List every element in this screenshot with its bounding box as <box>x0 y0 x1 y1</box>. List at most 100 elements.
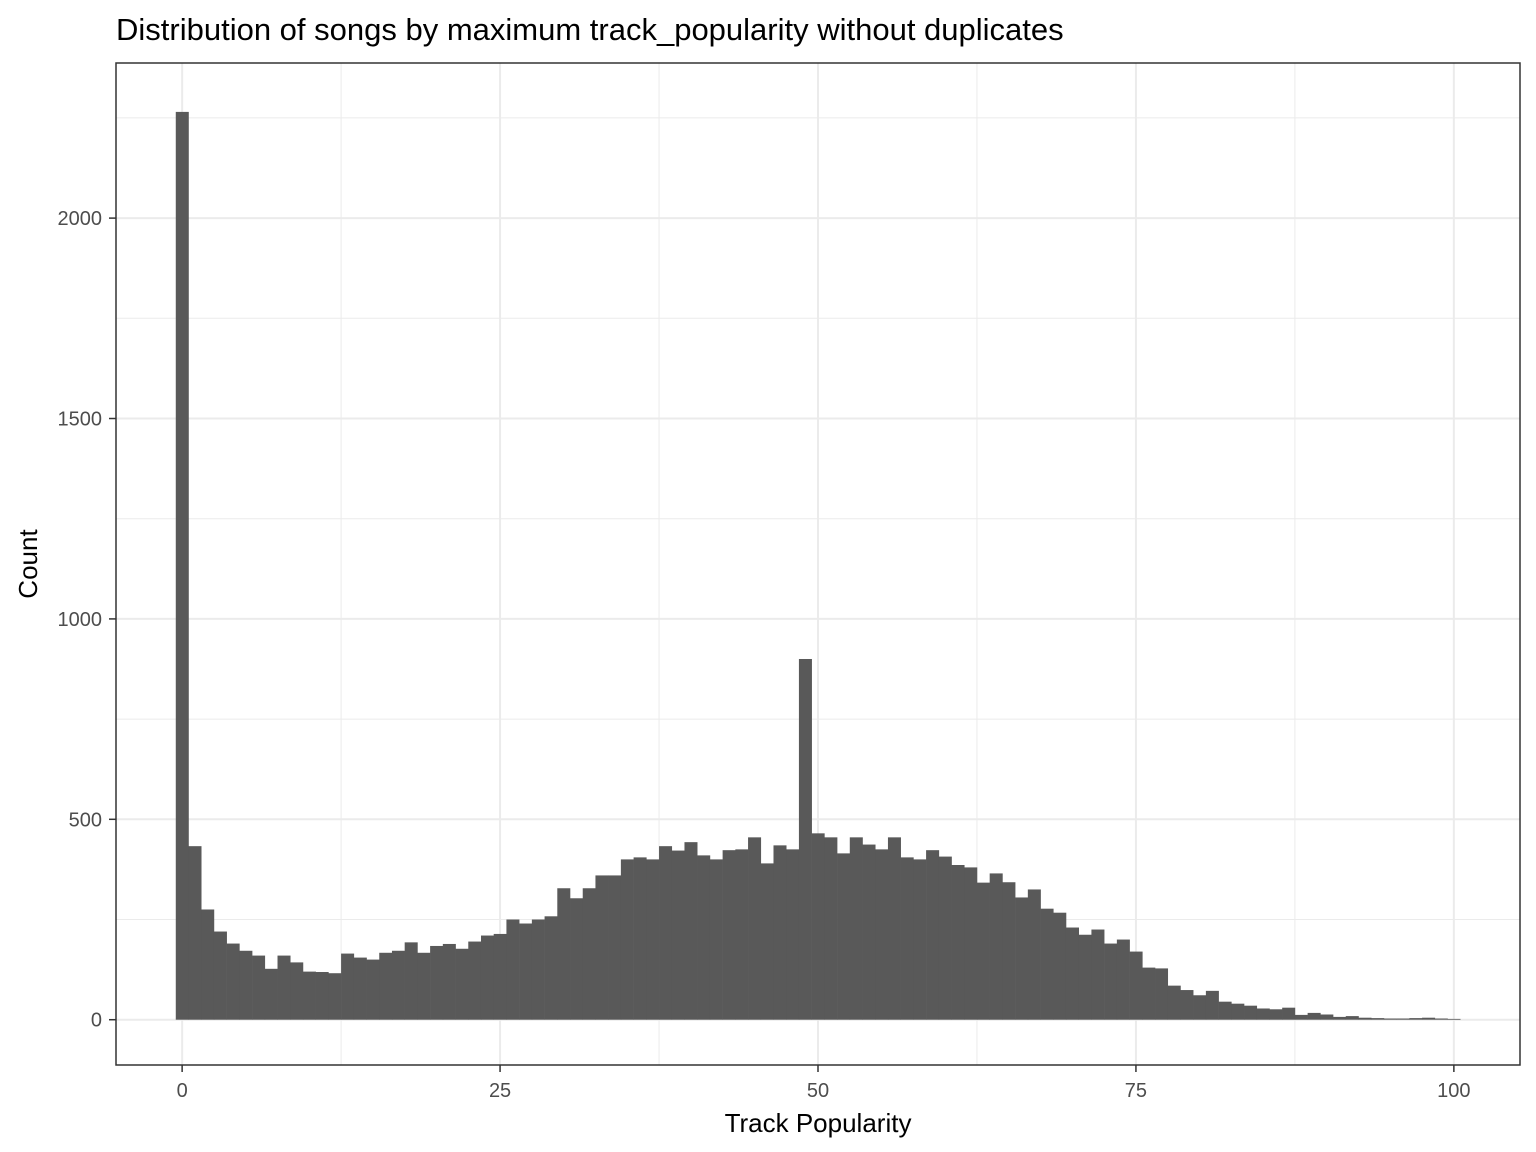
histogram-bar <box>1078 934 1092 1020</box>
histogram-bar <box>849 837 863 1020</box>
histogram-bar <box>175 111 189 1020</box>
histogram-bar <box>1383 1018 1397 1020</box>
histogram-bar <box>264 968 278 1020</box>
histogram-bar <box>1180 990 1194 1020</box>
histogram-bar <box>1256 1008 1270 1020</box>
histogram-bar <box>1447 1018 1461 1020</box>
histogram-bar <box>976 882 990 1020</box>
histogram-bar <box>1409 1018 1423 1020</box>
histogram-bar <box>493 933 507 1020</box>
histogram-bar <box>811 833 825 1020</box>
histogram-bar <box>722 850 736 1020</box>
histogram-bar <box>1091 929 1105 1020</box>
histogram-bar <box>417 952 431 1020</box>
histogram-bar <box>379 952 393 1020</box>
histogram-bar <box>671 850 685 1020</box>
histogram-bar <box>1002 882 1016 1020</box>
histogram-bar <box>188 846 202 1020</box>
histogram-bar <box>391 950 405 1020</box>
x-axis-title: Track Popularity <box>725 1108 912 1138</box>
histogram-bar <box>455 948 469 1020</box>
histogram-bar <box>760 863 774 1020</box>
y-tick-label: 1000 <box>58 609 103 631</box>
histogram-bar <box>366 959 380 1020</box>
histogram-bar <box>468 941 482 1020</box>
histogram-bar <box>531 919 545 1020</box>
x-tick-label: 50 <box>807 1080 829 1102</box>
histogram-bar <box>353 957 367 1020</box>
histogram-bar <box>709 859 723 1020</box>
histogram-bar <box>315 972 329 1020</box>
histogram-bar <box>913 859 927 1020</box>
histogram-bar <box>506 919 520 1020</box>
histogram-bar <box>887 837 901 1020</box>
histogram-bar <box>1396 1018 1410 1020</box>
histogram-bar <box>798 658 812 1020</box>
histogram-bar <box>252 955 266 1020</box>
histogram-bar <box>875 849 889 1020</box>
histogram-bar <box>1434 1018 1448 1020</box>
histogram-bar <box>1269 1009 1283 1020</box>
histogram-bar <box>938 856 952 1020</box>
chart-title: Distribution of songs by maximum track_p… <box>116 12 1064 47</box>
x-tick-label: 0 <box>177 1080 188 1102</box>
histogram-bar <box>1205 990 1219 1020</box>
histogram-bar <box>964 867 978 1020</box>
histogram-bar <box>1167 985 1181 1020</box>
histogram-bar <box>226 943 240 1020</box>
histogram-bar <box>1345 1016 1359 1020</box>
histogram-bar <box>1320 1014 1334 1020</box>
histogram-bar <box>786 849 800 1020</box>
histogram-bar <box>430 945 444 1020</box>
histogram-bar <box>1015 897 1029 1020</box>
histogram-bar <box>697 855 711 1020</box>
histogram-bar <box>620 859 634 1020</box>
histogram-bar <box>951 865 965 1020</box>
histogram-bar <box>570 898 584 1020</box>
histogram-bar <box>1422 1017 1436 1020</box>
histogram-bar <box>1142 967 1156 1020</box>
histogram-bar <box>1307 1012 1321 1020</box>
histogram-bar <box>1027 889 1041 1020</box>
histogram-bar <box>900 857 914 1020</box>
histogram-bar <box>442 943 456 1020</box>
y-axis: 0 500 1000 1500 2000 <box>58 208 116 1032</box>
histogram-bar <box>341 953 355 1020</box>
histogram-bar <box>646 859 660 1020</box>
histogram-bar <box>290 962 304 1020</box>
x-tick-label: 25 <box>489 1080 511 1102</box>
y-tick-label: 0 <box>91 1010 102 1032</box>
y-tick-label: 1500 <box>58 409 103 431</box>
histogram-bar <box>1104 943 1118 1020</box>
histogram-bar <box>748 837 762 1020</box>
histogram-bar <box>837 853 851 1020</box>
histogram-bar <box>480 935 495 1020</box>
histogram-bar <box>1116 939 1130 1020</box>
histogram-bar <box>633 857 647 1020</box>
histogram-bar <box>1244 1005 1258 1020</box>
histogram-bar <box>544 916 558 1020</box>
histogram-bar <box>1358 1017 1372 1020</box>
histogram-bar <box>989 873 1003 1020</box>
histogram-bar <box>659 846 673 1020</box>
histogram-bars <box>175 111 1461 1020</box>
x-tick-label: 75 <box>1125 1080 1147 1102</box>
histogram-bar <box>239 950 253 1020</box>
histogram-bar <box>302 971 316 1020</box>
histogram-bar <box>1218 1001 1232 1020</box>
histogram-bar <box>595 875 609 1020</box>
histogram-bar <box>213 931 227 1020</box>
histogram-bar <box>824 837 838 1020</box>
histogram-bar <box>557 888 571 1020</box>
histogram-bar <box>1065 927 1080 1020</box>
x-tick-label: 100 <box>1437 1080 1470 1102</box>
histogram-bar <box>1040 908 1054 1020</box>
histogram-bar <box>608 875 622 1020</box>
histogram-bar <box>519 923 533 1020</box>
histogram-bar <box>1371 1018 1385 1020</box>
histogram-bar <box>582 888 596 1020</box>
y-tick-label: 2000 <box>58 208 103 230</box>
histogram-bar <box>1193 995 1207 1020</box>
histogram-bar <box>1294 1014 1308 1020</box>
